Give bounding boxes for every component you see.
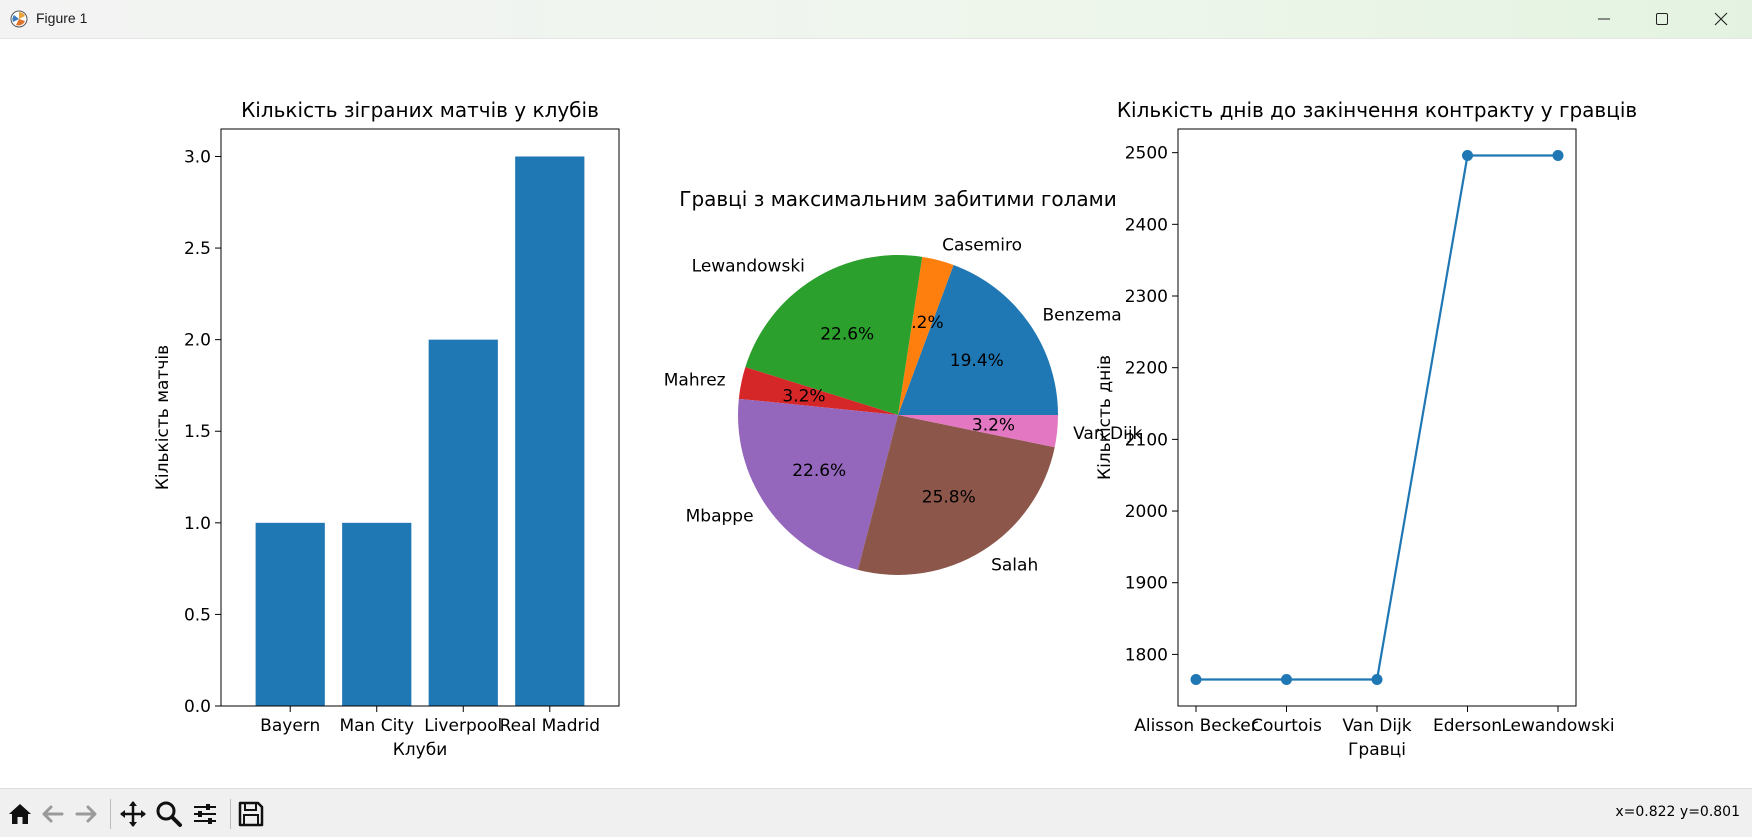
pie-percent-label: 22.6% bbox=[820, 325, 874, 345]
pie-slice bbox=[738, 367, 898, 415]
chart-title: Гравці з максимальним забитими голами bbox=[679, 187, 1117, 211]
data-point bbox=[1462, 150, 1473, 162]
forward-arrow-icon bbox=[75, 805, 97, 823]
chart-title: Кількість днів до закінчення контракту у… bbox=[1117, 98, 1637, 122]
pie-slice bbox=[738, 398, 898, 570]
x-axis-label: Гравці bbox=[1348, 740, 1406, 760]
minimize-button[interactable] bbox=[1575, 0, 1633, 38]
x-tick-label: Ederson bbox=[1433, 716, 1502, 736]
pie-slice bbox=[898, 264, 1058, 415]
y-tick-label: 1800 bbox=[1125, 645, 1168, 665]
y-axis-label: Кількість матчів bbox=[153, 345, 173, 490]
data-point bbox=[1371, 673, 1383, 685]
subplots-config-icon bbox=[194, 804, 216, 824]
home-button[interactable] bbox=[5, 799, 35, 829]
pie-slice-label: Mbappe bbox=[686, 507, 754, 527]
save-button[interactable] bbox=[236, 799, 266, 829]
maximize-button[interactable] bbox=[1633, 0, 1691, 38]
y-axis-label: Кількість днів bbox=[1095, 355, 1115, 480]
pie-slice-label: Casemiro bbox=[942, 236, 1022, 256]
pan-icon bbox=[120, 801, 146, 827]
pie-slice bbox=[898, 256, 954, 415]
toolbar-separator bbox=[110, 799, 111, 829]
data-point bbox=[1190, 673, 1202, 685]
minimize-icon bbox=[1598, 18, 1610, 20]
x-tick-label: Van Dijk bbox=[1342, 716, 1411, 736]
back-button[interactable] bbox=[38, 799, 68, 829]
axes-frame bbox=[1177, 128, 1577, 707]
pie-percent-label: 3.2% bbox=[782, 387, 825, 407]
configure-subplots-button[interactable] bbox=[190, 799, 220, 829]
bar bbox=[342, 522, 412, 706]
bar bbox=[515, 156, 585, 706]
pie-slice-label: Benzema bbox=[1042, 305, 1121, 325]
pie-percent-label: 25.8% bbox=[922, 487, 976, 507]
y-tick-label: 2500 bbox=[1125, 144, 1168, 164]
pie-slice-label: Van Dijk bbox=[1073, 424, 1142, 444]
pie-slice-label: Lewandowski bbox=[692, 257, 805, 277]
y-tick-label: 1.0 bbox=[184, 514, 211, 534]
pie-percent-label: 19.4% bbox=[950, 351, 1004, 371]
bar bbox=[255, 522, 325, 706]
y-tick-label: 2300 bbox=[1125, 287, 1168, 307]
y-tick-label: 1.5 bbox=[184, 422, 211, 442]
y-tick-label: 0.0 bbox=[184, 697, 211, 717]
y-tick-label: 2200 bbox=[1125, 359, 1168, 379]
y-tick-label: 2.5 bbox=[184, 239, 211, 259]
x-tick-label: Real Madrid bbox=[500, 716, 600, 736]
back-arrow-icon bbox=[42, 805, 64, 823]
pie-slice-label: Salah bbox=[991, 555, 1038, 575]
axes-frame bbox=[220, 128, 620, 707]
y-tick-label: 2100 bbox=[1125, 430, 1168, 450]
y-tick-label: 3.0 bbox=[184, 147, 211, 167]
x-tick-label: Lewandowski bbox=[1501, 716, 1614, 736]
bar bbox=[428, 339, 498, 706]
pie-percent-label: 22.6% bbox=[792, 461, 846, 481]
title-bar: Figure 1 bbox=[0, 0, 1752, 39]
close-icon bbox=[1714, 12, 1728, 26]
home-icon bbox=[9, 804, 31, 824]
forward-button[interactable] bbox=[71, 799, 101, 829]
y-tick-label: 1900 bbox=[1125, 574, 1168, 594]
y-tick-label: 0.5 bbox=[184, 605, 211, 625]
x-tick-label: Alisson Becker bbox=[1134, 716, 1258, 736]
figure-canvas[interactable]: 0.0 0.5 1.0 1.5 2.0 2.5 3.0 Bayern Man City Liver… bbox=[0, 38, 1752, 788]
maximize-icon bbox=[1656, 13, 1668, 25]
data-point bbox=[1552, 150, 1564, 162]
series-line bbox=[1196, 154, 1558, 681]
x-tick-label: Bayern bbox=[260, 716, 320, 736]
figure-svg: 0.0 0.5 1.0 1.5 2.0 2.5 3.0 Bayern Man City Liver… bbox=[153, 98, 1637, 760]
zoom-icon bbox=[156, 801, 182, 827]
x-axis-label: Клуби bbox=[393, 740, 448, 760]
chart-title: Кількість зіграних матчів у клубів bbox=[241, 98, 599, 122]
pie-slice bbox=[745, 254, 923, 415]
y-tick-label: 2000 bbox=[1125, 502, 1168, 522]
close-button[interactable] bbox=[1692, 0, 1750, 38]
pie-slice bbox=[898, 415, 1058, 448]
x-tick-label: Liverpool bbox=[424, 716, 502, 736]
toolbar-separator bbox=[230, 799, 231, 829]
save-icon bbox=[238, 801, 264, 827]
pie-percent-label: 3.2% bbox=[972, 416, 1015, 436]
cursor-coordinates: x=0.822 y=0.801 bbox=[1615, 804, 1740, 820]
y-tick-label: 2.0 bbox=[184, 331, 211, 351]
pan-button[interactable] bbox=[118, 799, 148, 829]
matplotlib-app-icon bbox=[10, 10, 28, 28]
pie-slice-label: Mahrez bbox=[664, 371, 726, 391]
zoom-button[interactable] bbox=[154, 799, 184, 829]
pie-slice bbox=[857, 415, 1055, 575]
window-title: Figure 1 bbox=[36, 10, 88, 26]
data-point bbox=[1281, 673, 1292, 685]
x-tick-label: Man City bbox=[339, 716, 414, 736]
navigation-toolbar: x=0.822 y=0.801 bbox=[0, 788, 1752, 837]
x-tick-label: Courtois bbox=[1251, 716, 1322, 736]
y-tick-label: 2400 bbox=[1125, 215, 1168, 235]
